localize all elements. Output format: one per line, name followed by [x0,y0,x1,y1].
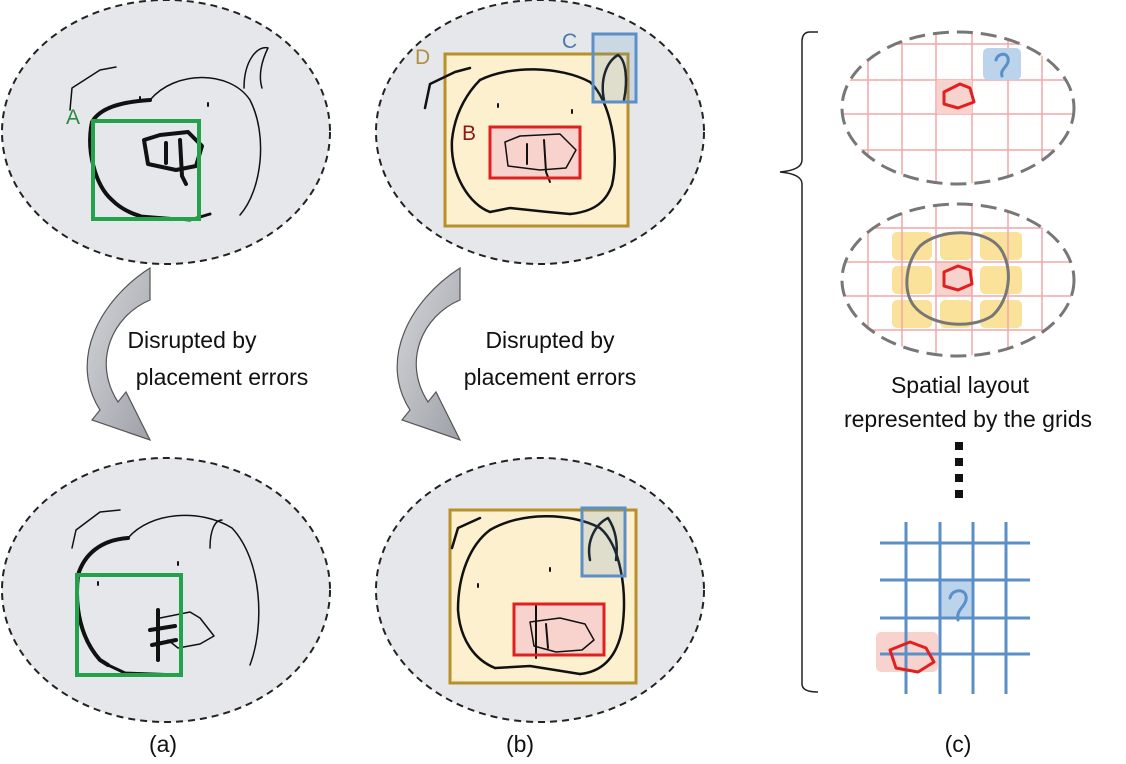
grid-text-line1: Spatial layout [891,372,1030,398]
caption-c: (c) [945,731,972,757]
box-a-bottom [75,573,183,677]
label-d: D [415,46,430,69]
box-b-bottom [512,602,606,657]
arrow-text-b-line2: placement errors [464,364,637,390]
arrow-text-a-line1: Disrupted by [127,327,257,353]
box-b-bottom-fill [514,604,604,655]
box-a-top [91,119,201,221]
box-c-bottom [580,506,627,578]
panel-c: Spatial layout represented by the grids [779,30,1092,757]
label-b: B [462,122,476,145]
grid-text-line2: represented by the grids [844,406,1092,432]
caption-b: (b) [506,731,534,757]
arrow-text-a-line2: placement errors [136,364,309,390]
ellipse-c-mid [840,202,1076,358]
gray-outline-mid [905,231,1010,326]
panel-a: A Disrupted by placement errors (a) [1,0,331,757]
label-a: A [66,106,80,129]
ellipse-a-bottom [1,457,331,723]
label-c: C [562,30,577,53]
blue-grid-bottom [876,522,1030,694]
pink-grid-mid [842,204,1074,356]
box-c-top [591,32,638,104]
red-scribble-mid [942,264,974,292]
arrow-text-b-line1: Disrupted by [485,327,615,353]
ellipsis-dots [955,442,963,498]
caption-a: (a) [149,731,177,757]
sketch-b-bottom [450,515,626,676]
curved-arrow-b [396,266,462,442]
curved-arrow-a [86,266,152,442]
sketch-b-top [423,53,628,216]
red-scribble-top [942,82,976,110]
panel-b: D C B Disrupted by placement errors (b) [375,0,705,757]
ellipse-c-top [840,30,1076,186]
curly-brace [779,31,819,693]
box-b-top [488,125,582,180]
blue-scribble-top [994,52,1010,78]
ellipse-a-top [1,0,331,265]
